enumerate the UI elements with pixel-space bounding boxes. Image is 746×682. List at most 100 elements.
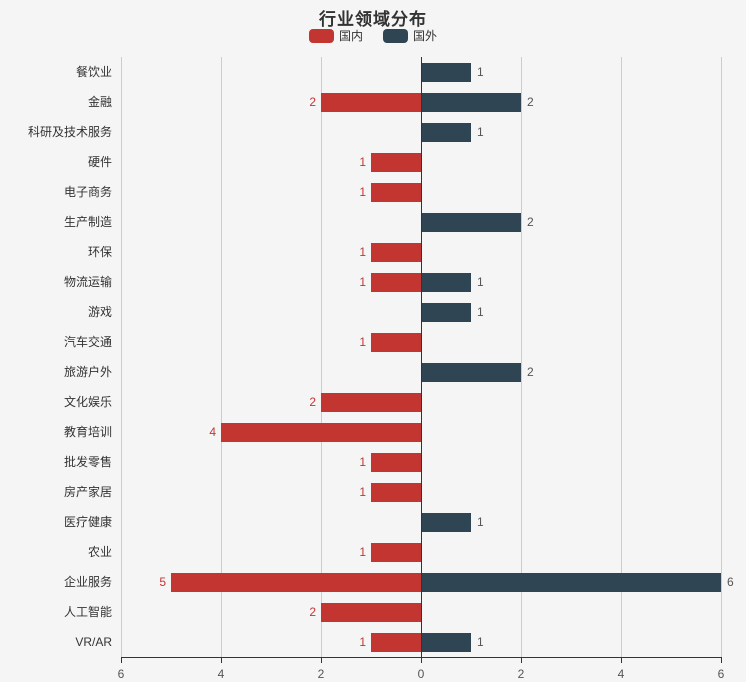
value-label-domestic: 4: [209, 424, 216, 439]
bar-domestic[interactable]: [371, 542, 421, 562]
legend-item-domestic[interactable]: 国内: [308, 27, 363, 44]
category-label: 医疗健康: [63, 515, 112, 529]
axis-tick: [121, 658, 122, 663]
value-label-foreign: 6: [727, 574, 734, 589]
axis-tick-label: 4: [217, 667, 225, 681]
value-label-domestic: 1: [359, 274, 366, 289]
axis-tick: [421, 658, 422, 663]
category-label: 环保: [87, 245, 112, 259]
bar-domestic[interactable]: [371, 332, 421, 352]
bar-domestic[interactable]: [221, 422, 421, 442]
bar-domestic[interactable]: [371, 482, 421, 502]
value-label-domestic: 2: [309, 94, 316, 109]
bar-domestic[interactable]: [371, 182, 421, 202]
bar-foreign[interactable]: [421, 302, 471, 322]
legend: 国内 国外: [0, 27, 746, 44]
zero-axis-line: [421, 57, 422, 657]
value-label-domestic: 1: [359, 484, 366, 499]
axis-tick-label: 4: [617, 667, 625, 681]
value-label-domestic: 1: [359, 154, 366, 169]
value-label-foreign: 1: [477, 634, 484, 649]
legend-swatch-foreign-icon: [383, 28, 408, 43]
bar-domestic[interactable]: [371, 242, 421, 262]
bar-foreign[interactable]: [421, 362, 521, 382]
gridline: [621, 57, 622, 657]
category-label: 物流运输: [63, 275, 112, 289]
legend-swatch-domestic-icon: [308, 28, 334, 43]
legend-label-domestic: 国内: [338, 29, 363, 43]
page-title: 行业领域分布: [319, 10, 427, 29]
category-label: 旅游户外: [63, 365, 112, 379]
bar-domestic[interactable]: [321, 392, 421, 412]
axis-tick: [221, 658, 222, 663]
x-axis-line: [121, 657, 722, 658]
bar-domestic[interactable]: [371, 272, 421, 292]
axis-tick-label: 0: [417, 667, 425, 681]
axis-tick: [321, 658, 322, 663]
value-label-foreign: 1: [477, 274, 484, 289]
category-label: 房产家居: [63, 485, 112, 499]
value-label-foreign: 1: [477, 304, 484, 319]
value-label-foreign: 1: [477, 514, 484, 529]
value-label-domestic: 2: [309, 394, 316, 409]
bar-domestic[interactable]: [321, 92, 421, 112]
axis-tick: [521, 658, 522, 663]
bar-domestic[interactable]: [171, 572, 421, 592]
bar-foreign[interactable]: [421, 212, 521, 232]
legend-item-foreign[interactable]: 国外: [383, 27, 437, 44]
value-label-domestic: 1: [359, 244, 366, 259]
category-label: 生产制造: [63, 215, 112, 229]
axis-tick-label: 2: [517, 667, 525, 681]
category-label: 科研及技术服务: [27, 125, 112, 139]
gridline: [121, 57, 122, 657]
bar-foreign[interactable]: [421, 92, 521, 112]
bar-foreign[interactable]: [421, 122, 471, 142]
bar-foreign[interactable]: [421, 272, 471, 292]
axis-tick-label: 2: [317, 667, 325, 681]
bar-domestic[interactable]: [321, 602, 421, 622]
gridline: [721, 57, 722, 657]
value-label-domestic: 1: [359, 454, 366, 469]
axis-tick-label: 6: [117, 667, 125, 681]
value-label-domestic: 1: [359, 184, 366, 199]
plot-area: 1 2 2 1 1 1 2 1 1 1 1 1 2 2 4 1 1 1 1 5 6 2 1 1 6 4 2 0 2 4 6: [118, 57, 734, 681]
value-label-domestic: 2: [309, 604, 316, 619]
axis-tick: [721, 658, 722, 663]
value-label-foreign: 2: [527, 214, 534, 229]
category-label: 人工智能: [63, 605, 112, 619]
category-label: 金融: [87, 95, 112, 109]
bar-domestic[interactable]: [371, 452, 421, 472]
gridline: [221, 57, 222, 657]
bar-foreign[interactable]: [421, 62, 471, 82]
value-label-domestic: 1: [359, 544, 366, 559]
category-label: 农业: [87, 545, 112, 559]
value-label-domestic: 1: [359, 334, 366, 349]
gridline: [321, 57, 322, 657]
category-label: 企业服务: [63, 575, 112, 589]
category-label: 文化娱乐: [63, 395, 112, 409]
bar-foreign[interactable]: [421, 632, 471, 652]
category-label: VR/AR: [75, 635, 112, 649]
bar-domestic[interactable]: [371, 152, 421, 172]
category-label: 教育培训: [63, 425, 112, 439]
category-label: 汽车交通: [63, 335, 112, 349]
value-label-domestic: 5: [159, 574, 166, 589]
bar-domestic[interactable]: [371, 632, 421, 652]
bar-foreign[interactable]: [421, 572, 721, 592]
legend-label-foreign: 国外: [413, 29, 438, 43]
value-label-foreign: 2: [527, 364, 534, 379]
value-label-foreign: 2: [527, 94, 534, 109]
value-label-foreign: 1: [477, 124, 484, 139]
category-label: 硬件: [87, 155, 112, 169]
value-label-domestic: 1: [359, 634, 366, 649]
value-label-foreign: 1: [477, 64, 484, 79]
bar-foreign[interactable]: [421, 512, 471, 532]
category-label: 批发零售: [63, 455, 112, 469]
category-label: 游戏: [87, 305, 112, 319]
category-label: 电子商务: [63, 185, 112, 199]
gridline: [521, 57, 522, 657]
axis-tick-label: 6: [717, 667, 725, 681]
axis-tick: [621, 658, 622, 663]
category-label: 餐饮业: [75, 65, 112, 79]
